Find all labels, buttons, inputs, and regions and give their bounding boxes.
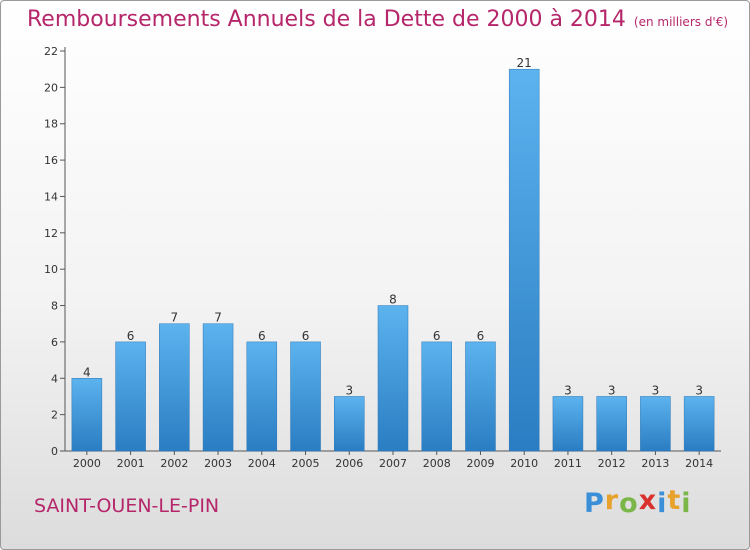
bar <box>596 396 627 452</box>
y-tick-label: 4 <box>51 372 58 385</box>
x-tick-label: 2002 <box>160 457 188 470</box>
y-axis: 0 2 4 6 8 10 12 14 16 18 20 22 <box>44 45 66 458</box>
bar <box>202 323 234 452</box>
chart-title-main: Remboursements Annuels de la Dette de 20… <box>27 7 626 32</box>
x-tick-label: 2011 <box>554 457 582 470</box>
bar <box>552 396 584 452</box>
y-tick-label: 18 <box>44 118 58 131</box>
bar <box>71 378 103 452</box>
bar-value-label: 3 <box>564 383 572 397</box>
x-tick-label: 2006 <box>335 457 363 470</box>
bar <box>290 341 321 452</box>
logo-letter: x <box>638 485 658 516</box>
bar-value-label: 3 <box>652 383 660 397</box>
bar <box>159 323 190 452</box>
bar-value-label: 6 <box>258 329 266 343</box>
bar <box>421 341 452 452</box>
y-tick-label: 10 <box>44 263 58 276</box>
logo-letter: t <box>667 485 682 516</box>
logo-letter: r <box>604 485 620 516</box>
x-tick-label: 2004 <box>248 457 276 470</box>
x-tick-label: 2007 <box>379 457 407 470</box>
y-tick-label: 0 <box>51 445 58 458</box>
y-tick-label: 14 <box>44 190 58 203</box>
bar <box>508 68 540 452</box>
bar <box>377 305 409 452</box>
chart-title: Remboursements Annuels de la Dette de 20… <box>27 7 728 32</box>
x-tick-label: 2009 <box>466 457 494 470</box>
x-tick-label: 2003 <box>204 457 232 470</box>
y-tick-label: 8 <box>51 300 58 313</box>
y-tick-label: 6 <box>51 336 58 349</box>
bar-value-label: 3 <box>345 383 353 397</box>
x-tick-label: 2014 <box>685 457 713 470</box>
bar-value-label: 8 <box>389 293 397 307</box>
x-axis: 2000 2001 2002 2003 2004 2005 2006 2007 2008 2009… <box>65 450 721 470</box>
bar-value-label: 7 <box>214 311 222 325</box>
bar <box>683 396 715 452</box>
bar <box>246 341 278 452</box>
bar <box>640 396 671 452</box>
commune-name: SAINT-OUEN-LE-PIN <box>34 495 220 517</box>
x-tick-label: 2005 <box>292 457 320 470</box>
bar-value-label: 6 <box>477 329 485 343</box>
logo-letter: i <box>681 488 692 519</box>
y-tick-label: 2 <box>51 409 58 422</box>
bar-value-label: 6 <box>127 329 135 343</box>
x-tick-label: 2012 <box>598 457 626 470</box>
y-tick-label: 12 <box>44 227 58 240</box>
bar-value-label: 6 <box>302 329 310 343</box>
bar-value-label: 7 <box>171 311 179 325</box>
bar <box>115 341 146 452</box>
bar-value-label: 3 <box>695 383 703 397</box>
logo-letter: o <box>619 488 639 519</box>
bars: 4 6 7 7 6 6 3 8 6 6 21 3 3 3 3 <box>71 56 715 452</box>
proxiti-logo: Proxiti <box>584 485 692 519</box>
x-tick-label: 2010 <box>510 457 538 470</box>
x-tick-label: 2008 <box>423 457 451 470</box>
y-tick-label: 20 <box>44 81 58 94</box>
bar-value-label: 21 <box>517 56 532 70</box>
bar-value-label: 6 <box>433 329 441 343</box>
y-tick-label: 16 <box>44 154 58 167</box>
bar <box>465 341 496 452</box>
logo-letter: P <box>584 488 605 519</box>
x-tick-label: 2001 <box>117 457 145 470</box>
bar-value-label: 4 <box>83 365 91 379</box>
bar-value-label: 3 <box>608 383 616 397</box>
chart-title-unit: (en milliers d'€) <box>633 15 729 29</box>
bar <box>334 396 365 452</box>
x-tick-label: 2000 <box>73 457 101 470</box>
logo-letter: i <box>657 488 668 519</box>
y-tick-label: 22 <box>44 45 58 58</box>
x-tick-label: 2013 <box>641 457 669 470</box>
